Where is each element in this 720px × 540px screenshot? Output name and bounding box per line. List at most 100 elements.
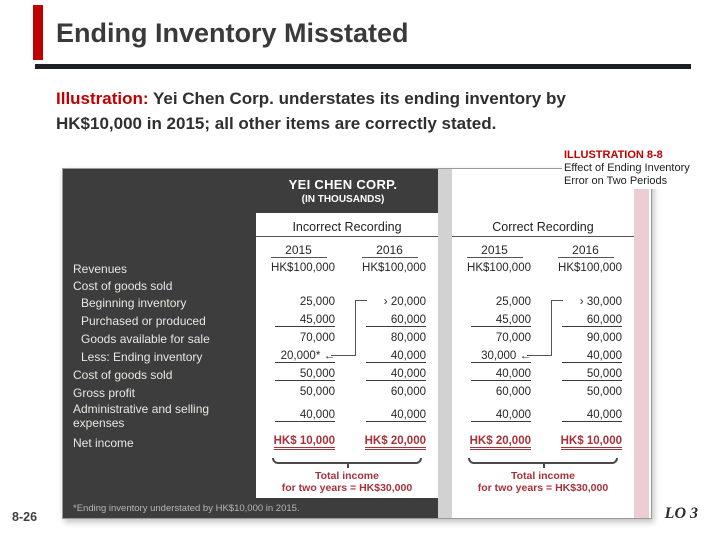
table-row: Cost of goods sold 50,000 40,000 40,000 50,0… (63, 365, 649, 383)
cell (347, 277, 438, 293)
footnote-text: *Ending inventory understated by HK$10,0… (63, 498, 438, 518)
section-header-correct: Correct Recording (452, 213, 634, 237)
page-edge (634, 259, 649, 277)
cell: 90,000 (543, 329, 634, 347)
section-divider (438, 365, 452, 383)
cell-value: 90,000 (586, 332, 622, 344)
page-edge (634, 347, 649, 365)
page-edge (634, 454, 649, 498)
cell: 60,000 (347, 311, 438, 329)
illustration-caption: ILLUSTRATION 8-8 Effect of Ending Invent… (562, 148, 698, 189)
cell: 20,000* ← (256, 347, 347, 365)
cell: › 30,000 (543, 293, 634, 311)
company-band: YEI CHEN CORP. (IN THOUSANDS) (63, 169, 438, 213)
cell: 40,000 (452, 401, 543, 430)
cell: HK$100,000 (256, 259, 347, 277)
cell-value: 40,000 (471, 409, 531, 422)
cell: HK$100,000 (452, 259, 543, 277)
row-label: Cost of goods sold (63, 365, 256, 383)
page-edge (634, 383, 649, 401)
lo-label: LO 3 (664, 505, 698, 522)
cell-value: 30,000 ← (471, 350, 531, 363)
row-label: Purchased or produced (63, 311, 256, 329)
cell-value: HK$100,000 (558, 262, 622, 274)
section-divider (438, 347, 452, 365)
section-divider (438, 259, 452, 277)
row-label (63, 454, 256, 498)
section-divider (438, 213, 452, 237)
page-edge (634, 293, 649, 311)
cell: › 20,000 (347, 293, 438, 311)
cell: 60,000 (543, 311, 634, 329)
table-row: Purchased or produced 45,000 60,000 45,000 6… (63, 311, 649, 329)
body-text: Illustration: Yei Chen Corp. understates… (56, 86, 656, 136)
illustration-table: YEI CHEN CORP. (IN THOUSANDS) Incorrect … (62, 168, 652, 519)
row-label: Goods available for sale (63, 329, 256, 347)
cell (256, 277, 347, 293)
page-edge (634, 213, 649, 237)
cell-value: 60,000 (495, 386, 531, 398)
cell: HK$100,000 (347, 259, 438, 277)
cell: 45,000 (452, 311, 543, 329)
cell: 50,000 (256, 383, 347, 401)
correct-bottom-space (452, 498, 634, 518)
brace-tick (543, 463, 545, 468)
illustration-caption-text: Effect of Ending Inventory Error on Two … (564, 162, 690, 187)
connector-line (355, 300, 356, 356)
body-copy: Yei Chen Corp. understates its ending in… (56, 89, 566, 133)
page-edge (634, 277, 649, 293)
cell-value: 40,000 (366, 368, 426, 381)
cell: 40,000 (347, 347, 438, 365)
cell-value: › 30,000 (579, 296, 622, 308)
cell-value: 40,000 (366, 350, 426, 363)
row-label: Beginning inventory (63, 293, 256, 311)
cell: 2016 (543, 237, 634, 259)
page-edge (634, 237, 649, 259)
accent-bar (33, 5, 43, 60)
cell: HK$ 20,000 (452, 430, 543, 454)
illustration-lead: Illustration: (56, 89, 149, 108)
total-text-line1: Total income (315, 470, 379, 482)
section-divider (438, 329, 452, 347)
table-row: Cost of goods sold (63, 277, 649, 293)
year-header-row: 2015 2016 2015 2016 (63, 237, 649, 259)
cell-value: HK$100,000 (362, 262, 426, 274)
page-number: 8-26 (12, 510, 38, 524)
cell-value: 40,000 (275, 409, 335, 422)
cell: 40,000 (256, 401, 347, 430)
row-label: Cost of goods sold (63, 277, 256, 293)
totals-row: Total income for two years = HK$30,000 T… (63, 454, 649, 498)
cell: 60,000 (452, 383, 543, 401)
connector-line (551, 300, 552, 356)
cell-value: 50,000 (299, 386, 335, 398)
cell-value: HK$ 20,000 (364, 435, 426, 450)
illustration-caption-label: ILLUSTRATION 8-8 (564, 149, 663, 161)
cell-value: HK$ 10,000 (560, 435, 622, 450)
cell: 40,000 (347, 401, 438, 430)
cell-value: 60,000 (562, 314, 622, 327)
cell-value: 60,000 (366, 314, 426, 327)
page-edge (634, 329, 649, 347)
cell-value: 25,000 (495, 296, 531, 308)
section-header-incorrect: Incorrect Recording (256, 213, 438, 237)
connector-line (551, 300, 563, 301)
section-header-row: Incorrect Recording Correct Recording (63, 213, 649, 237)
section-divider (438, 430, 452, 454)
table-row: Gross profit 50,000 60,000 60,000 50,000 (63, 383, 649, 401)
cell: 50,000 (543, 365, 634, 383)
section-divider (438, 454, 452, 498)
cell-value: 40,000 (366, 409, 426, 422)
cell-value: 20,000* ← (275, 350, 335, 363)
row-label: Less: Ending inventory (63, 347, 256, 365)
title-rule (35, 64, 691, 69)
brace-shape (468, 458, 618, 468)
total-text-line2: for two years = HK$30,000 (281, 482, 413, 494)
section-divider (438, 383, 452, 401)
cell: 50,000 (543, 383, 634, 401)
section-divider (438, 237, 452, 259)
cell: 40,000 (543, 401, 634, 430)
cell: 40,000 (452, 365, 543, 383)
cell: 40,000 (543, 347, 634, 365)
cell: 30,000 ← (452, 347, 543, 365)
connector-line (331, 355, 355, 356)
